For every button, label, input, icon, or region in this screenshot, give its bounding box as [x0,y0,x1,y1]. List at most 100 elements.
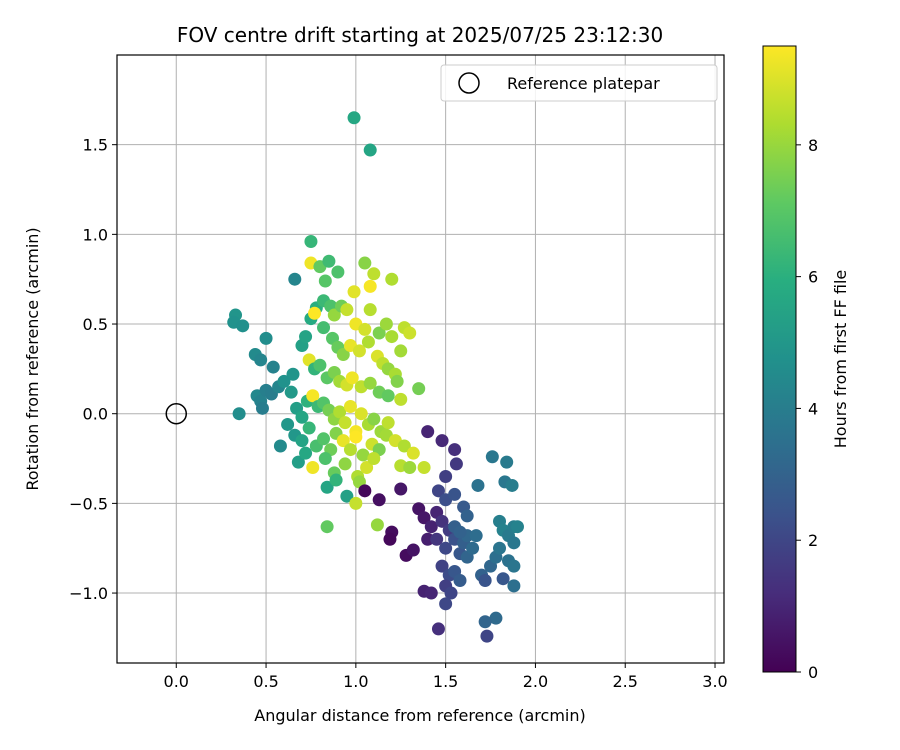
data-point [507,536,521,550]
data-point [505,478,519,492]
data-point [444,586,458,600]
data-point [356,448,370,462]
data-point [318,274,332,288]
data-point [299,330,313,344]
data-point [318,452,332,466]
data-point [363,143,377,157]
data-point [493,541,507,555]
y-tick-label: 1.5 [83,136,108,155]
data-point [349,430,363,444]
data-point [336,434,350,448]
data-point [449,457,463,471]
data-point [394,344,408,358]
x-tick-label: 3.0 [702,672,727,691]
data-point [406,446,420,460]
data-point [343,443,357,457]
data-point [431,622,445,636]
x-tick-label: 0.5 [253,672,278,691]
data-point [317,432,331,446]
data-point [439,541,453,555]
data-point [421,425,435,439]
data-point [403,461,417,475]
data-point [345,371,359,385]
x-tick-label: 0.0 [164,672,189,691]
colorbar-tick-label: 4 [808,399,818,418]
data-point [329,473,343,487]
data-point [255,401,269,415]
data-point [507,559,521,573]
data-point [496,572,510,586]
data-point [471,478,485,492]
data-point [273,439,287,453]
data-point [320,480,334,494]
data-point [381,416,395,430]
colorbar-tick-label: 6 [808,268,818,287]
data-point [421,532,435,546]
data-point [431,484,445,498]
data-point [295,410,309,424]
data-point [286,367,300,381]
data-point [385,330,399,344]
data-point [424,520,438,534]
data-point [299,446,313,460]
legend-label: Reference platepar [507,74,660,93]
data-point [435,434,449,448]
data-point [363,303,377,317]
data-point [372,493,386,507]
colorbar-ticks: 0 2 4 6 8 [796,136,818,682]
data-point [435,559,449,573]
data-point [338,416,352,430]
data-point [460,509,474,523]
data-point [291,455,305,469]
data-point [306,389,320,403]
data-point [343,400,357,414]
data-point [379,317,393,331]
data-point [347,111,361,125]
colorbar-gradient [762,45,797,673]
colorbar-tick-label: 0 [808,663,818,682]
data-point [448,443,462,457]
data-point [322,254,336,268]
data-point [383,532,397,546]
data-point [340,303,354,317]
x-tick-label: 2.5 [613,672,638,691]
data-point [435,514,449,528]
data-point [448,487,462,501]
x-axis-title: Angular distance from reference (arcmin) [254,706,585,725]
data-point [480,629,494,643]
data-point [236,319,250,333]
data-point [439,597,453,611]
data-point [320,520,334,534]
data-point [453,525,467,539]
legend-box [440,64,718,102]
data-point [308,306,322,320]
y-tick-label: −0.5 [69,494,108,513]
y-tick-label: 1.0 [83,225,108,244]
data-point [254,353,268,367]
data-point [340,489,354,503]
data-point [266,360,280,374]
data-point [385,272,399,286]
data-point [394,482,408,496]
data-point [358,256,372,270]
data-point [360,461,374,475]
data-point [390,374,404,388]
data-point [306,461,320,475]
y-tick-label: 0.0 [83,405,108,424]
data-point [313,358,327,372]
data-point [338,457,352,471]
data-point [281,417,295,431]
reference-marker [165,402,188,425]
y-axis: −1.0 −0.5 0.0 0.5 1.0 1.5 [69,136,117,603]
y-tick-label: 0.5 [83,315,108,334]
x-axis: 0.0 0.5 1.0 1.5 2.0 2.5 3.0 [164,663,728,691]
data-point [259,331,273,345]
grid [117,55,724,663]
y-axis-title: Rotation from reference (arcmin) [23,227,42,490]
chart-title: FOV centre drift starting at 2025/07/25 … [177,23,663,47]
data-point [336,348,350,362]
data-point [466,541,480,555]
data-point [232,407,246,421]
data-point [354,407,368,421]
data-point [412,382,426,396]
